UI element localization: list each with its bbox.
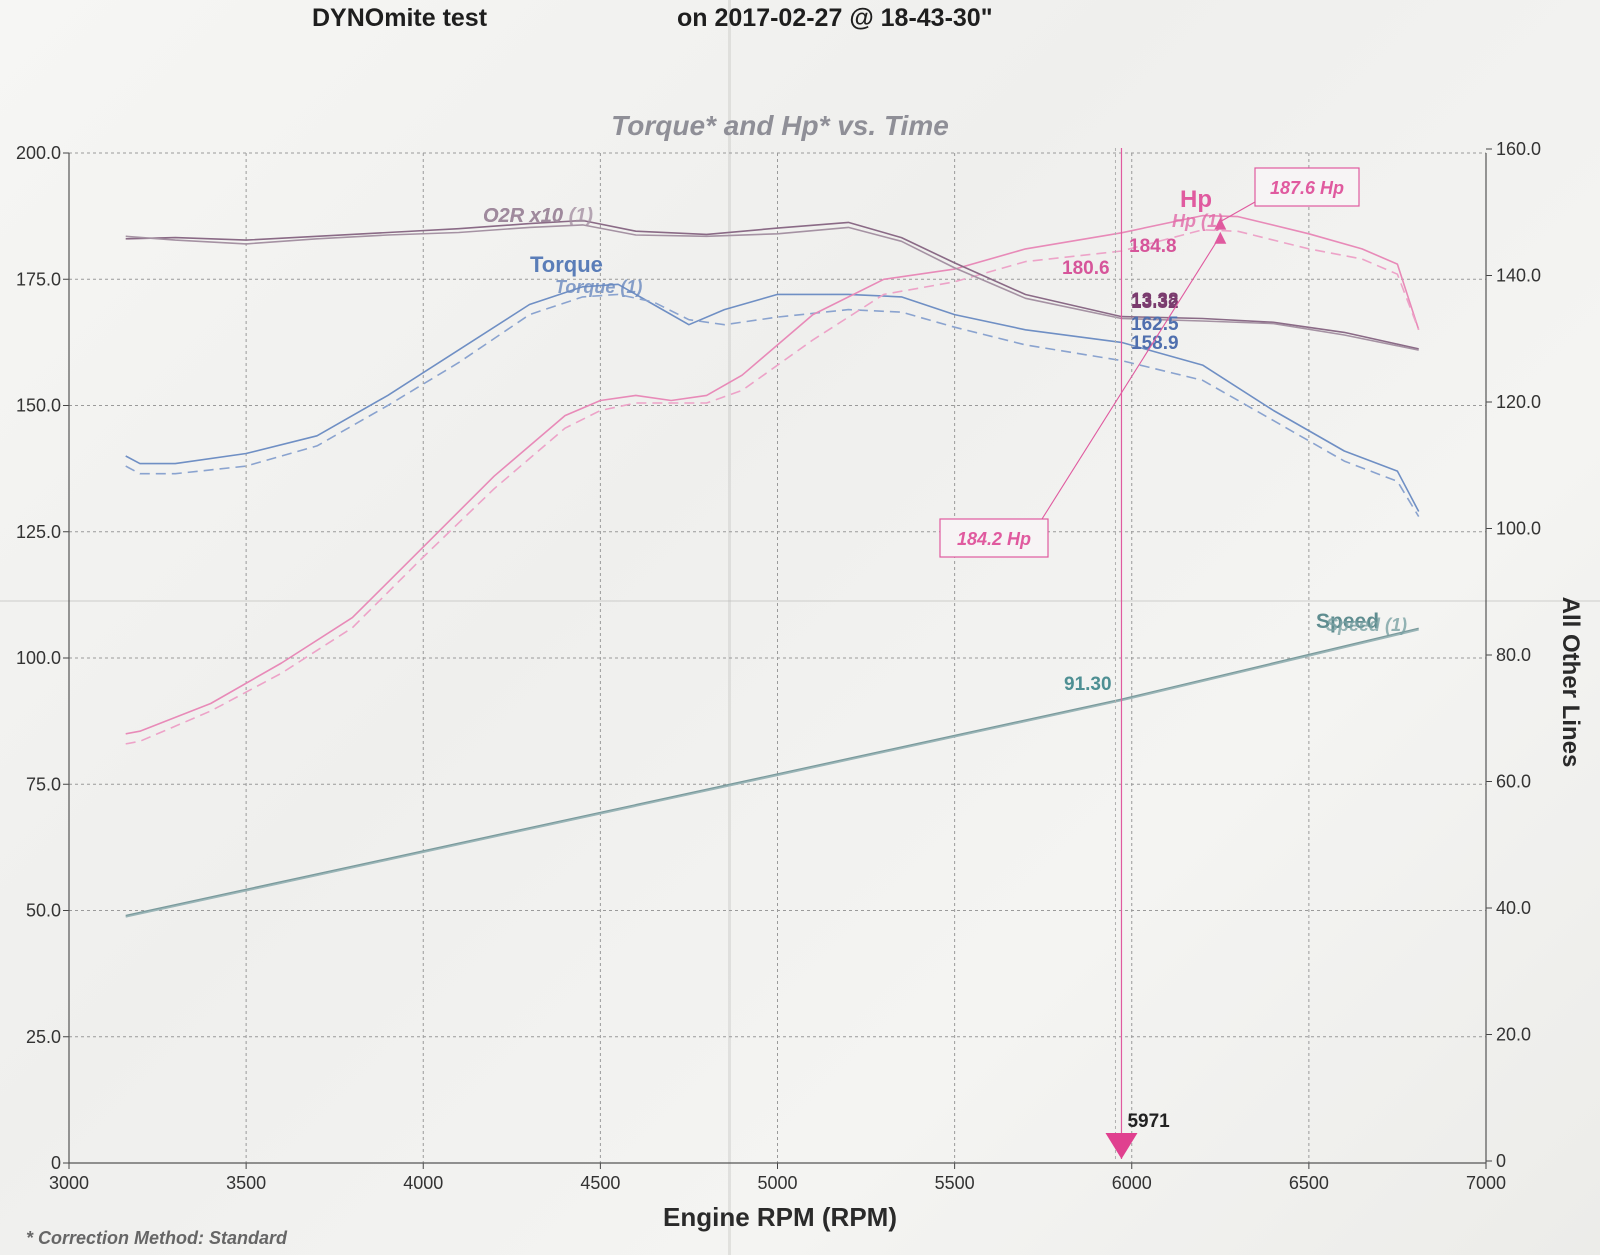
dyno-test-title: DYNOmite test: [312, 4, 488, 32]
cursor-value-label: 13.32: [1131, 292, 1179, 313]
x-tick-label: 5000: [757, 1173, 797, 1193]
x-tick-label: 6000: [1112, 1173, 1152, 1193]
y-tick-label: 125.0: [16, 522, 61, 542]
series-name-label: Speed: [1316, 610, 1379, 633]
chart-title: Torque* and Hp* vs. Time: [611, 110, 949, 141]
series-name-label: Torque: [530, 252, 603, 277]
y-tick-label: 200.0: [16, 143, 61, 163]
y2-tick-label: 60.0: [1496, 772, 1531, 792]
y-tick-label: 50.0: [26, 901, 61, 921]
correction-footnote: * Correction Method: Standard: [26, 1228, 288, 1248]
grid: [69, 152, 1486, 1163]
series-name-label: Torque (1): [555, 277, 642, 297]
series-line-hp: [125, 214, 1420, 735]
y-tick-label: 0: [51, 1153, 61, 1173]
cursor-value-label: 158.9: [1131, 333, 1179, 354]
cursor-value-label: 180.6: [1062, 258, 1110, 279]
y-tick-label: 100.0: [16, 648, 61, 668]
series-line-torque-1: [125, 293, 1420, 518]
peak-value-label: 187.6 Hp: [1270, 178, 1344, 198]
cursor-value-label: 13.38: [1131, 290, 1179, 311]
right-axis-label: All Other Lines: [1557, 596, 1584, 768]
series-name-label: O2R x10: [483, 205, 563, 227]
y-tick-label: 25.0: [26, 1027, 61, 1047]
cursor-value-label: 162.5: [1131, 314, 1179, 335]
series-line-o2r-x10: [125, 219, 1419, 350]
x-tick-label: 7000: [1466, 1173, 1506, 1193]
axes: 3000 3500 4000 4500 5000 5500 6000 6500 7000025.…: [16, 139, 1541, 1193]
x-tick-label: 6500: [1289, 1173, 1329, 1193]
x-tick-label: 4000: [403, 1173, 443, 1193]
peak-leader-line: [1041, 235, 1221, 520]
cursor-marker: [1105, 1133, 1138, 1159]
y2-tick-label: 100.0: [1496, 519, 1541, 539]
series-line-o2r-x10-1: [125, 224, 1419, 351]
cursor-value-label: 91.30: [1064, 674, 1112, 695]
cursor-rpm-label: 5971: [1127, 1111, 1170, 1132]
y2-tick-label: 80.0: [1496, 645, 1531, 665]
y2-tick-label: 20.0: [1496, 1025, 1531, 1045]
cursor-value-label: 184.8: [1129, 236, 1177, 257]
y2-tick-label: 0: [1496, 1151, 1506, 1171]
paper-fold: [728, 0, 731, 1255]
series-name-label: Speed (1): [1326, 615, 1407, 635]
dyno-test-date: on 2017-02-27 @ 18-43-30": [677, 4, 993, 32]
series-name-label: O2R x10 (1): [483, 205, 593, 227]
series-line-torque: [125, 283, 1420, 512]
series-name-label: Hp: [1180, 186, 1212, 213]
peak-value-box: [939, 518, 1049, 558]
peak-leader-line: [1220, 201, 1256, 223]
y-tick-label: 150.0: [16, 396, 61, 416]
y2-tick-label: 120.0: [1496, 392, 1541, 412]
y2-tick-label: 160.0: [1496, 139, 1541, 159]
y-tick-label: 75.0: [26, 774, 61, 794]
paper-fold: [0, 600, 1600, 602]
x-tick-label: 3500: [226, 1173, 266, 1193]
x-tick-label: 3000: [49, 1173, 89, 1193]
series-name-label: Hp (1): [1172, 211, 1223, 231]
x-axis-label: Engine RPM (RPM): [663, 1202, 897, 1232]
peak-value-box: [1254, 167, 1360, 207]
peak-arrow: [1214, 217, 1227, 230]
series-line-speed: [125, 627, 1419, 917]
peak-value-label: 184.2 Hp: [957, 529, 1031, 549]
y2-tick-label: 140.0: [1496, 266, 1541, 286]
x-tick-label: 5500: [935, 1173, 975, 1193]
y-tick-label: 175.0: [16, 269, 61, 289]
peak-arrow: [1214, 231, 1227, 244]
series-lines: [125, 214, 1420, 918]
y2-tick-label: 40.0: [1496, 898, 1531, 918]
series-line-hp-1: [125, 229, 1420, 745]
x-tick-label: 4500: [580, 1173, 620, 1193]
